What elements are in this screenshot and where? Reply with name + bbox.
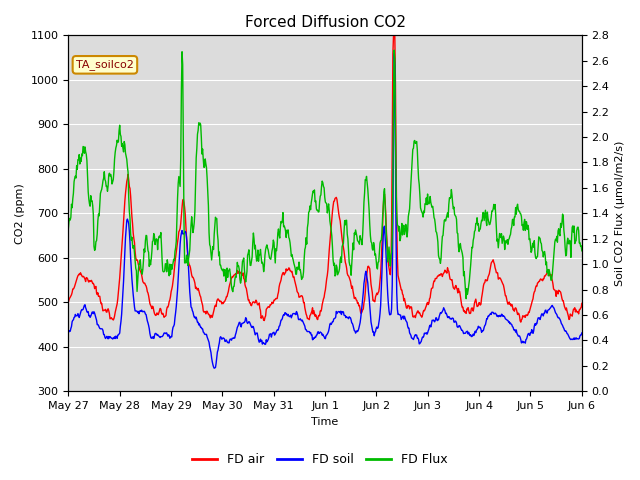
Title: Forced Diffusion CO2: Forced Diffusion CO2 bbox=[244, 15, 406, 30]
Y-axis label: Soil CO2 Flux (μmol/m2/s): Soil CO2 Flux (μmol/m2/s) bbox=[615, 141, 625, 286]
Y-axis label: CO2 (ppm): CO2 (ppm) bbox=[15, 183, 25, 244]
Legend: FD air, FD soil, FD Flux: FD air, FD soil, FD Flux bbox=[187, 448, 453, 471]
X-axis label: Time: Time bbox=[312, 417, 339, 427]
Text: TA_soilco2: TA_soilco2 bbox=[76, 60, 134, 70]
